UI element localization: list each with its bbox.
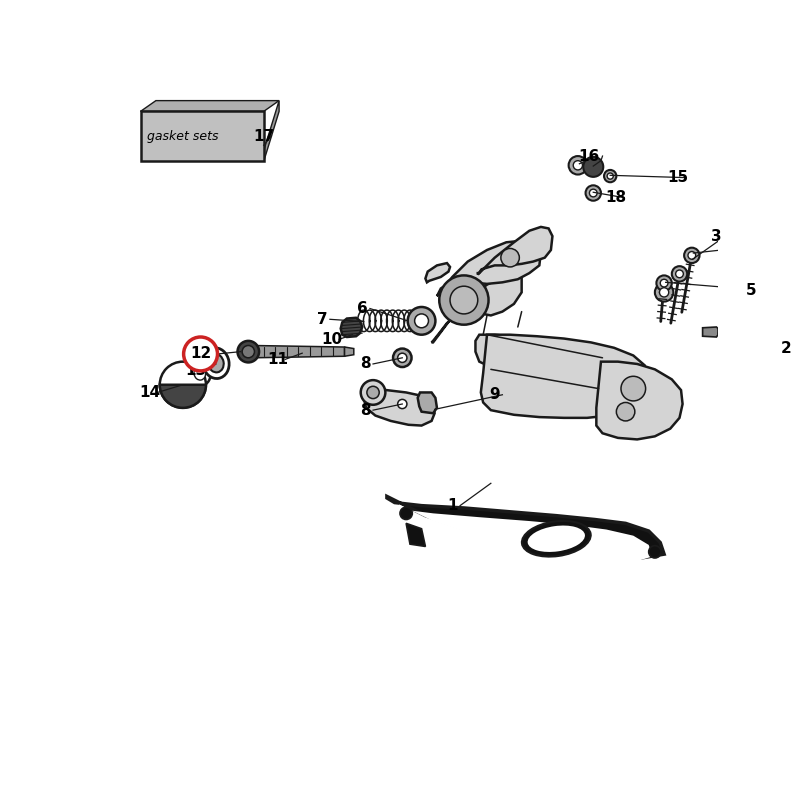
Ellipse shape <box>194 366 206 380</box>
Polygon shape <box>252 346 345 358</box>
Circle shape <box>242 346 254 358</box>
Circle shape <box>160 362 206 408</box>
Circle shape <box>590 189 597 197</box>
Ellipse shape <box>522 521 590 557</box>
Polygon shape <box>406 523 426 546</box>
Text: 10: 10 <box>321 332 342 347</box>
Circle shape <box>393 394 411 414</box>
Polygon shape <box>345 347 354 356</box>
Circle shape <box>574 161 582 170</box>
Circle shape <box>398 399 407 409</box>
Ellipse shape <box>202 348 229 378</box>
Polygon shape <box>364 389 434 426</box>
Ellipse shape <box>528 526 585 552</box>
Circle shape <box>569 156 587 174</box>
Text: 1: 1 <box>447 498 458 513</box>
Text: 13: 13 <box>186 363 206 378</box>
Text: 9: 9 <box>490 387 500 402</box>
Circle shape <box>393 349 411 367</box>
Text: 17: 17 <box>253 129 274 143</box>
Circle shape <box>659 288 669 297</box>
Circle shape <box>660 279 668 287</box>
Polygon shape <box>141 101 279 111</box>
Circle shape <box>672 266 687 282</box>
Polygon shape <box>418 393 437 414</box>
Polygon shape <box>475 334 524 370</box>
Circle shape <box>184 337 218 371</box>
Text: 12: 12 <box>190 346 211 362</box>
Circle shape <box>501 249 519 267</box>
Text: 2: 2 <box>780 341 791 356</box>
Text: 11: 11 <box>267 352 288 367</box>
Text: 16: 16 <box>578 149 599 163</box>
Circle shape <box>586 186 601 201</box>
Polygon shape <box>387 496 664 558</box>
Circle shape <box>400 507 412 519</box>
Polygon shape <box>702 327 718 337</box>
Polygon shape <box>481 334 647 418</box>
Text: 8: 8 <box>360 357 370 371</box>
Circle shape <box>367 386 379 398</box>
Polygon shape <box>398 504 653 561</box>
Text: 7: 7 <box>317 312 327 326</box>
Circle shape <box>583 157 603 177</box>
Polygon shape <box>341 318 362 337</box>
Ellipse shape <box>189 361 210 386</box>
Circle shape <box>607 173 614 179</box>
Text: 15: 15 <box>667 170 689 185</box>
Circle shape <box>439 275 489 325</box>
Circle shape <box>361 380 386 405</box>
Ellipse shape <box>208 354 224 372</box>
Circle shape <box>414 314 429 328</box>
Circle shape <box>604 170 616 182</box>
Circle shape <box>684 248 699 263</box>
Text: 5: 5 <box>746 282 757 298</box>
Polygon shape <box>478 227 553 274</box>
Circle shape <box>656 275 672 291</box>
Polygon shape <box>437 241 541 296</box>
Circle shape <box>238 341 259 362</box>
Text: 6: 6 <box>357 301 368 316</box>
Circle shape <box>616 402 635 421</box>
Circle shape <box>450 286 478 314</box>
Circle shape <box>398 353 407 362</box>
Circle shape <box>676 270 683 278</box>
Text: 14: 14 <box>139 385 160 400</box>
Text: 18: 18 <box>606 190 627 205</box>
Circle shape <box>649 546 661 558</box>
Wedge shape <box>160 385 206 408</box>
Circle shape <box>655 283 674 302</box>
Polygon shape <box>596 362 682 439</box>
Text: 3: 3 <box>711 230 722 245</box>
Circle shape <box>688 251 696 259</box>
Text: 8: 8 <box>360 402 370 418</box>
Circle shape <box>621 376 646 401</box>
Polygon shape <box>431 273 522 342</box>
Text: gasket sets: gasket sets <box>146 130 218 143</box>
Polygon shape <box>264 101 279 162</box>
Circle shape <box>408 307 435 334</box>
FancyBboxPatch shape <box>141 111 264 162</box>
Polygon shape <box>426 263 450 282</box>
